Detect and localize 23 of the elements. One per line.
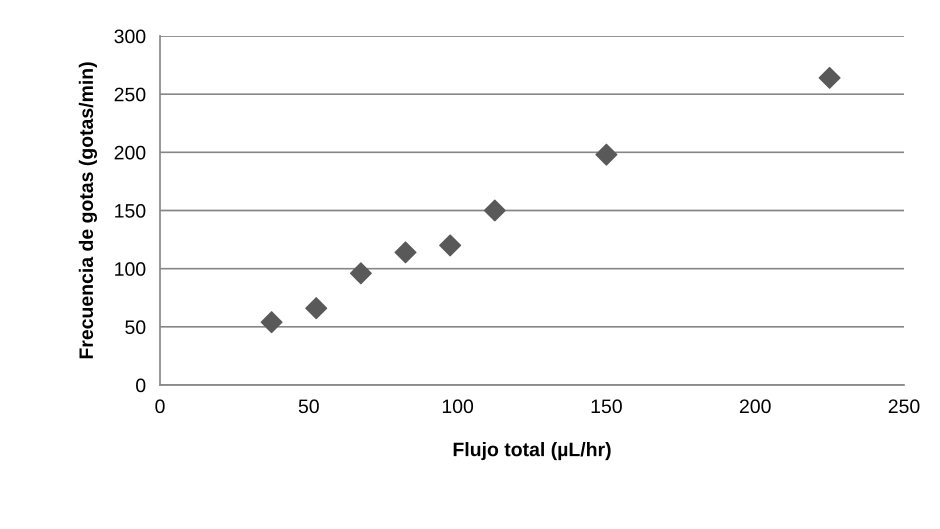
x-tick-label: 100 bbox=[442, 399, 474, 414]
y-tick-label: 250 bbox=[114, 88, 146, 102]
y-tick-label: 50 bbox=[125, 320, 146, 334]
y-tick-label: 200 bbox=[114, 146, 146, 160]
point bbox=[439, 234, 462, 256]
point bbox=[484, 200, 506, 222]
x-tick-label: 0 bbox=[155, 399, 165, 414]
x-tick-label: 250 bbox=[888, 399, 920, 414]
point bbox=[394, 241, 417, 264]
point bbox=[595, 144, 618, 166]
x-tick-label: 200 bbox=[740, 399, 771, 414]
y-tick-label: 150 bbox=[115, 204, 146, 218]
x-tick-label: 150 bbox=[592, 399, 622, 414]
y-tick-label: 100 bbox=[115, 262, 146, 276]
y-tick-label: 0 bbox=[136, 378, 146, 392]
point bbox=[260, 311, 283, 334]
y-axis-title: Frecuencia de gotas (gotas/min) bbox=[78, 62, 98, 358]
y-tick-label: 300 bbox=[114, 29, 146, 44]
point bbox=[818, 66, 841, 89]
point bbox=[350, 262, 372, 284]
x-tick-label: 50 bbox=[298, 399, 319, 414]
x-axis-title: Flujo total (µL/hr) bbox=[454, 442, 611, 460]
point bbox=[305, 297, 328, 320]
